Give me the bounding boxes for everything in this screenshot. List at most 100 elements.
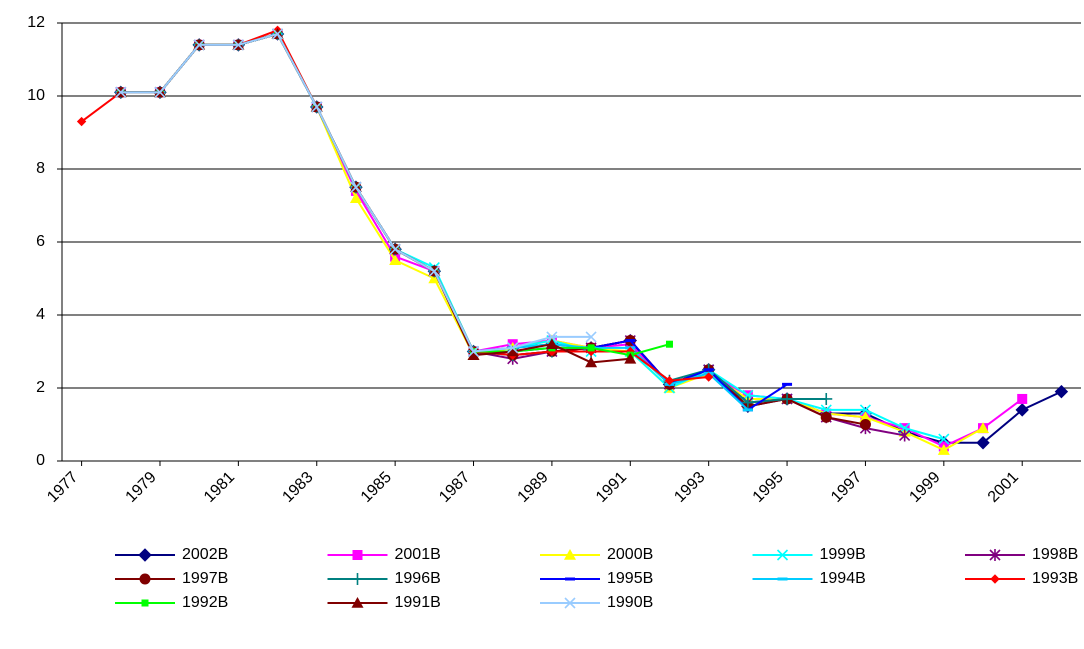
series xyxy=(115,32,793,412)
marker xyxy=(937,444,950,455)
series-line xyxy=(120,32,749,411)
marker xyxy=(467,349,480,360)
marker xyxy=(820,392,833,405)
marker xyxy=(352,550,363,560)
x-tick-label: 1981 xyxy=(201,469,238,506)
marker xyxy=(545,338,558,349)
marker xyxy=(141,599,149,607)
marker xyxy=(585,356,598,368)
marker xyxy=(271,28,284,40)
marker xyxy=(625,339,636,343)
series xyxy=(117,30,673,359)
series-line xyxy=(120,32,631,364)
x-tick-label: 1983 xyxy=(279,469,316,506)
series xyxy=(115,27,911,442)
marker xyxy=(565,577,575,581)
y-tick-label: 8 xyxy=(36,160,45,177)
marker xyxy=(428,265,440,277)
legend-label: 1994B xyxy=(820,570,866,587)
marker xyxy=(1017,393,1028,404)
x-tick-label: 1993 xyxy=(671,469,708,506)
marker xyxy=(665,340,673,348)
legend-label: 1998B xyxy=(1032,546,1078,563)
marker xyxy=(899,429,911,442)
x-tick-label: 2001 xyxy=(985,469,1022,506)
legend-label: 1996B xyxy=(395,570,441,587)
marker xyxy=(989,549,1001,561)
legend-label: 1995B xyxy=(607,570,653,587)
marker xyxy=(859,404,872,416)
legend-label: 1997B xyxy=(182,570,228,587)
x-tick-label: 1979 xyxy=(123,469,160,506)
series-line xyxy=(120,32,788,412)
legend-label: 2002B xyxy=(182,546,228,563)
y-tick-label: 6 xyxy=(36,233,45,250)
x-tick-label: 1985 xyxy=(358,469,395,506)
marker xyxy=(1015,403,1029,417)
marker xyxy=(564,597,576,609)
y-tick-label: 4 xyxy=(36,306,45,323)
x-tick-label: 1999 xyxy=(906,469,943,506)
marker xyxy=(776,549,789,561)
series-line xyxy=(120,32,905,437)
legend-label: 2001B xyxy=(395,546,441,563)
marker xyxy=(138,548,152,562)
marker xyxy=(546,331,558,343)
marker xyxy=(624,352,637,364)
series-line xyxy=(120,32,945,441)
marker xyxy=(564,549,576,560)
marker xyxy=(742,408,753,412)
legend-label: 1993B xyxy=(1032,570,1078,587)
marker xyxy=(351,597,364,608)
series xyxy=(115,28,871,430)
marker xyxy=(859,419,871,430)
y-tick-label: 0 xyxy=(36,452,45,469)
marker xyxy=(507,342,519,354)
marker xyxy=(232,39,244,51)
series xyxy=(115,28,597,358)
marker xyxy=(428,272,441,284)
series-line xyxy=(120,32,866,426)
series xyxy=(115,32,753,412)
series-line xyxy=(80,29,709,382)
marker xyxy=(703,368,714,372)
marker xyxy=(820,411,832,423)
marker xyxy=(351,573,364,585)
marker xyxy=(139,573,151,585)
marker xyxy=(664,375,675,386)
marker xyxy=(976,436,990,450)
legend-label: 1991B xyxy=(395,594,441,611)
marker xyxy=(193,39,205,51)
legend-label: 1992B xyxy=(182,594,228,611)
marker xyxy=(389,243,401,255)
marker xyxy=(777,577,788,581)
x-tick-label: 1995 xyxy=(750,469,787,506)
marker xyxy=(349,192,362,203)
legend-label: 1999B xyxy=(820,546,866,563)
series xyxy=(115,28,950,445)
y-tick-label: 10 xyxy=(27,87,45,104)
marker xyxy=(389,254,402,266)
marker xyxy=(938,433,950,445)
marker xyxy=(587,344,595,352)
marker xyxy=(703,372,714,382)
series-line xyxy=(120,32,1062,444)
series xyxy=(76,25,714,386)
series xyxy=(114,27,990,455)
series xyxy=(114,27,1069,450)
marker xyxy=(977,422,990,433)
series xyxy=(114,27,637,368)
x-tick-label: 1997 xyxy=(828,469,865,506)
legend-label: 1990B xyxy=(607,594,653,611)
marker xyxy=(781,392,794,405)
marker xyxy=(990,574,1000,584)
x-tick-label: 1991 xyxy=(593,469,630,506)
legend-label: 2000B xyxy=(607,546,653,563)
marker xyxy=(76,116,87,127)
x-tick-label: 1987 xyxy=(436,469,473,506)
marker xyxy=(859,411,872,422)
marker xyxy=(350,181,362,193)
marker xyxy=(506,345,519,357)
marker xyxy=(1054,384,1069,399)
marker xyxy=(782,382,793,386)
